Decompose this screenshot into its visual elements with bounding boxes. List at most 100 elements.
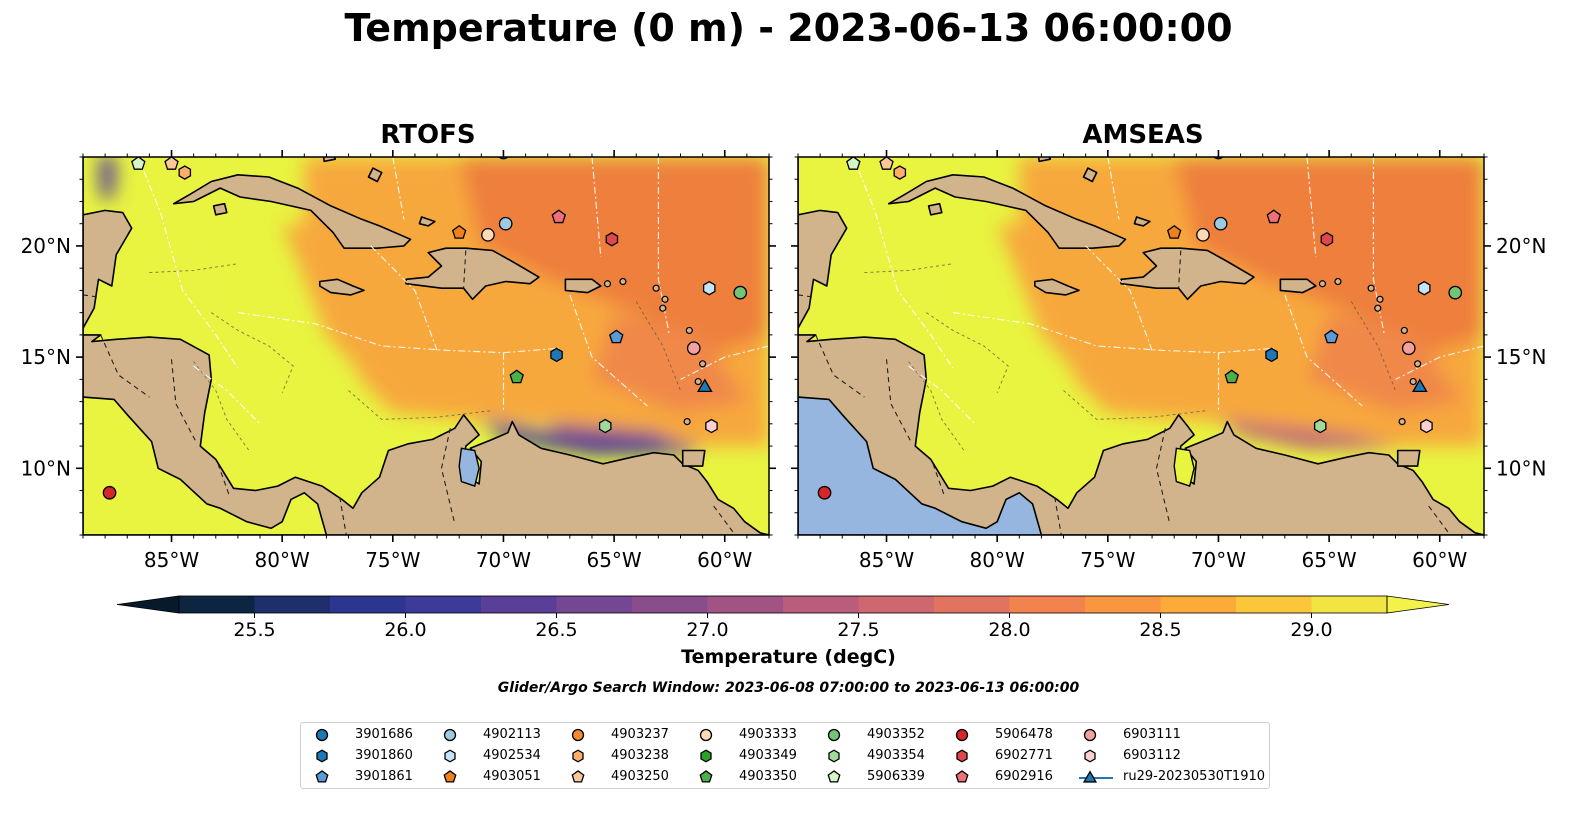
observation-6903112[interactable] <box>705 418 718 434</box>
temperature-colorbar: 25.5 26.0 26.5 27.0 27.5 28.0 28.5 29.0 <box>116 595 1450 641</box>
lon-tick-label: 70°W <box>476 548 531 572</box>
observation-4902113[interactable] <box>498 216 513 231</box>
observation-4903238[interactable] <box>893 165 907 180</box>
colorbar-label: Temperature (degC) <box>681 646 896 668</box>
observation-4903250[interactable] <box>879 157 894 170</box>
observation-ru29-20230530T1910[interactable] <box>696 378 713 393</box>
legend-label: 6903112 <box>1123 748 1181 763</box>
lon-tick-label: 80°W <box>255 548 310 572</box>
colorbar-bin <box>1009 596 1086 613</box>
observation-6903111[interactable] <box>686 341 701 356</box>
observation-3901860[interactable] <box>550 347 563 363</box>
observation-3901860[interactable] <box>1265 347 1278 363</box>
legend-label: 4903333 <box>739 727 797 742</box>
colorbar-bin <box>707 596 784 613</box>
colorbar-over-arrow <box>1386 595 1450 614</box>
float-legend: 3901686 3901860 3901861 4902113 4902534 49030… <box>300 722 1270 789</box>
pentagon-marker-icon <box>443 770 457 783</box>
pentagon-marker-icon <box>571 770 585 783</box>
legend-label: 4902534 <box>483 748 541 763</box>
observation-4903352[interactable] <box>1448 285 1463 300</box>
observation-4903051[interactable] <box>451 224 467 239</box>
observation-6902916[interactable] <box>1266 209 1282 224</box>
hexagon-marker-icon <box>828 749 840 763</box>
observation-4903350[interactable] <box>1224 369 1239 384</box>
observation-4902534[interactable] <box>1417 280 1431 296</box>
lat-tick-label: 20°N <box>1496 234 1546 258</box>
pentagon-marker-icon <box>955 770 969 783</box>
hexagon-marker-icon <box>572 749 584 763</box>
lat-tick-label: 15°N <box>21 345 71 369</box>
lat-tick-label: 15°N <box>1496 345 1546 369</box>
observation-4902534[interactable] <box>702 280 716 296</box>
colorbar-bin <box>330 596 406 613</box>
observation-6903112[interactable] <box>1420 418 1433 434</box>
observation-3901861[interactable] <box>1324 329 1339 344</box>
colorbar-bin <box>481 596 557 613</box>
hexagon-marker-icon <box>316 749 328 763</box>
observation-4903238[interactable] <box>178 165 192 180</box>
figure-title: Temperature (0 m) - 2023-06-13 06:00:00 <box>344 6 1233 50</box>
circle-marker-icon <box>315 728 329 742</box>
observation-4903354[interactable] <box>598 418 612 434</box>
observation-5906339[interactable] <box>846 157 861 170</box>
observation-4903354[interactable] <box>1313 418 1327 434</box>
observation-4903350[interactable] <box>509 369 524 384</box>
lon-tick-label: 65°W <box>586 548 641 572</box>
colorbar-tick-label: 27.5 <box>837 619 879 641</box>
observation-5906339[interactable] <box>131 157 146 170</box>
observation-4903333[interactable] <box>1196 227 1210 242</box>
observation-5906478[interactable] <box>102 485 117 500</box>
observation-3901861[interactable] <box>609 329 624 344</box>
circle-marker-icon <box>571 728 585 742</box>
legend-label: 3901686 <box>355 727 413 742</box>
circle-marker-icon <box>1083 728 1097 742</box>
hexagon-marker-icon <box>700 749 712 763</box>
legend-label: 4903238 <box>611 748 669 763</box>
hexagon-marker-icon <box>444 749 456 763</box>
legend-label: 5906339 <box>867 769 925 784</box>
colorbar-bin <box>1085 596 1161 613</box>
legend-label: 6902916 <box>995 769 1053 784</box>
rtofs-map[interactable]: 85°W 80°W 75°W 70°W 65°W 60°W 10°N 15°N 20°N <box>21 150 776 572</box>
amseas-map[interactable]: 85°W 80°W 75°W 70°W 65°W 60°W 10°N 15°N 20°N <box>791 150 1546 572</box>
observation-4903333[interactable] <box>481 227 495 242</box>
pentagon-marker-icon <box>315 770 329 783</box>
legend-label: 4902113 <box>483 727 541 742</box>
circle-marker-icon <box>827 728 841 742</box>
observation-4902113[interactable] <box>1213 216 1228 231</box>
lon-tick-label: 80°W <box>970 548 1025 572</box>
lat-tick-label: 10°N <box>21 456 71 480</box>
colorbar-bin <box>1236 596 1312 613</box>
legend-label: 4903354 <box>867 748 925 763</box>
pentagon-marker-icon <box>699 770 713 783</box>
observation-4903051[interactable] <box>1166 224 1182 239</box>
lon-tick-label: 85°W <box>859 548 914 572</box>
hexagon-marker-icon <box>956 749 968 763</box>
circle-marker-icon <box>955 728 969 742</box>
colorbar-bin <box>783 596 859 613</box>
observation-ru29-20230530T1910[interactable] <box>1411 378 1428 393</box>
colorbar-tick-label: 29.0 <box>1290 619 1332 641</box>
observation-4903250[interactable] <box>164 157 179 170</box>
colorbar-bin <box>1311 596 1388 613</box>
legend-label: 6902771 <box>995 748 1053 763</box>
colorbar-tick-label: 28.0 <box>988 619 1030 641</box>
observation-4903352[interactable] <box>733 285 748 300</box>
observation-6903111[interactable] <box>1401 341 1416 356</box>
pentagon-marker-icon <box>827 770 841 783</box>
hexagon-marker-icon <box>1084 749 1096 763</box>
colorbar-bin <box>254 596 331 613</box>
lon-tick-label: 65°W <box>1301 548 1356 572</box>
legend-label: 4903352 <box>867 727 925 742</box>
legend-label: 4903349 <box>739 748 797 763</box>
observation-6902771[interactable] <box>605 232 619 247</box>
legend-label: 4903250 <box>611 769 669 784</box>
observation-6902916[interactable] <box>551 209 567 224</box>
colorbar-tick-label: 28.5 <box>1139 619 1181 641</box>
colorbar-tick-label: 25.5 <box>233 619 275 641</box>
observation-6902771[interactable] <box>1320 232 1334 247</box>
legend-label: 3901860 <box>355 748 413 763</box>
observation-5906478[interactable] <box>817 485 832 500</box>
lon-tick-label: 60°W <box>1412 548 1467 572</box>
